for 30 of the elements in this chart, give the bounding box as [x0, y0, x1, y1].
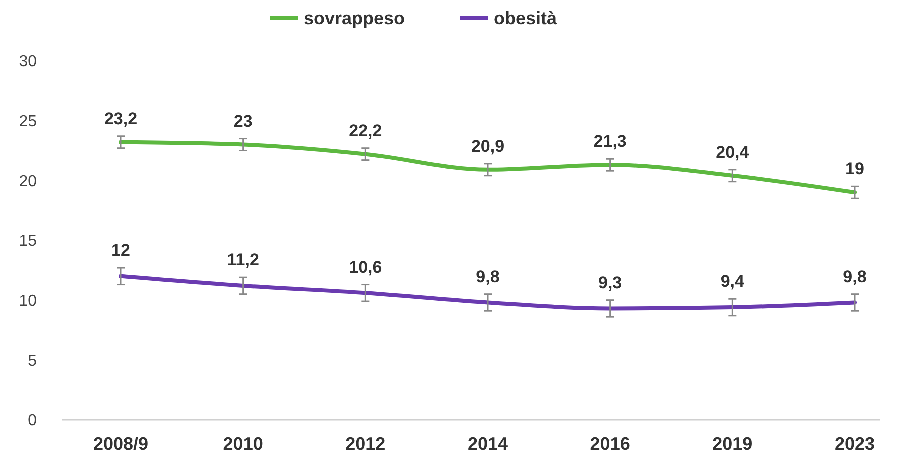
data-label: 21,3	[594, 132, 627, 152]
data-label: 9,3	[598, 273, 622, 292]
data-label: 20,9	[471, 136, 505, 156]
x-tick-label: 2023	[834, 434, 876, 454]
data-label: 9,8	[843, 267, 867, 286]
data-label: 23,2	[104, 109, 138, 128]
data-label: 22,2	[349, 121, 382, 140]
data-label: 9,8	[476, 267, 500, 286]
x-tick-label: 2019	[712, 434, 753, 454]
y-tick-label: 10	[19, 292, 38, 310]
x-tick-label: 2014	[468, 434, 508, 454]
y-tick-label: 20	[19, 173, 38, 190]
data-label: 10,6	[349, 258, 382, 277]
legend-label: sovrappeso	[304, 8, 406, 28]
y-tick-label: 30	[19, 54, 38, 71]
legend-label: obesità	[494, 8, 558, 28]
y-tick-label: 15	[19, 233, 38, 250]
y-tick-label: 0	[28, 412, 38, 430]
data-label: 20,4	[716, 142, 750, 162]
x-tick-label: 2010	[223, 434, 264, 454]
x-tick-label: 2012	[346, 434, 386, 454]
data-label: 19	[846, 160, 864, 179]
y-tick-label: 5	[28, 352, 38, 370]
y-tick-label: 25	[19, 113, 38, 130]
x-tick-label: 2016	[590, 434, 630, 454]
data-label: 9,4	[720, 272, 746, 292]
data-label: 12	[112, 241, 130, 260]
x-tick-label: 2008/9	[93, 434, 149, 454]
data-label: 11,2	[227, 250, 260, 270]
data-label: 23	[234, 112, 253, 131]
